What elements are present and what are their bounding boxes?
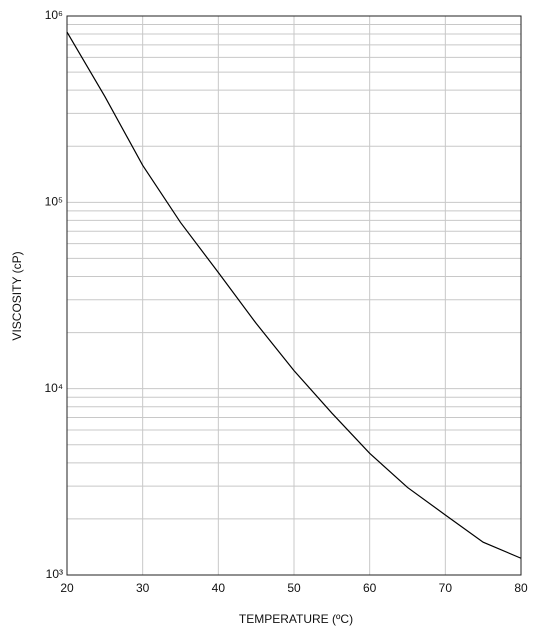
x-tick-label: 40: [212, 581, 226, 595]
x-tick-label: 20: [60, 581, 74, 595]
x-axis-label: TEMPERATURE (ºC): [239, 612, 353, 626]
y-tick-label: 10⁵: [45, 195, 63, 209]
y-tick-label: 10⁴: [44, 381, 63, 395]
x-tick-label: 70: [439, 581, 453, 595]
x-tick-label: 80: [514, 581, 528, 595]
y-tick-label: 10⁶: [45, 8, 63, 22]
y-tick-label: 10³: [46, 567, 63, 581]
x-tick-label: 30: [136, 581, 150, 595]
x-tick-label: 50: [287, 581, 301, 595]
plot-frame: [66, 15, 522, 576]
data-line: [66, 31, 522, 559]
y-axis-label: VISCOSITY (cP): [10, 251, 24, 340]
x-tick-label: 60: [363, 581, 377, 595]
